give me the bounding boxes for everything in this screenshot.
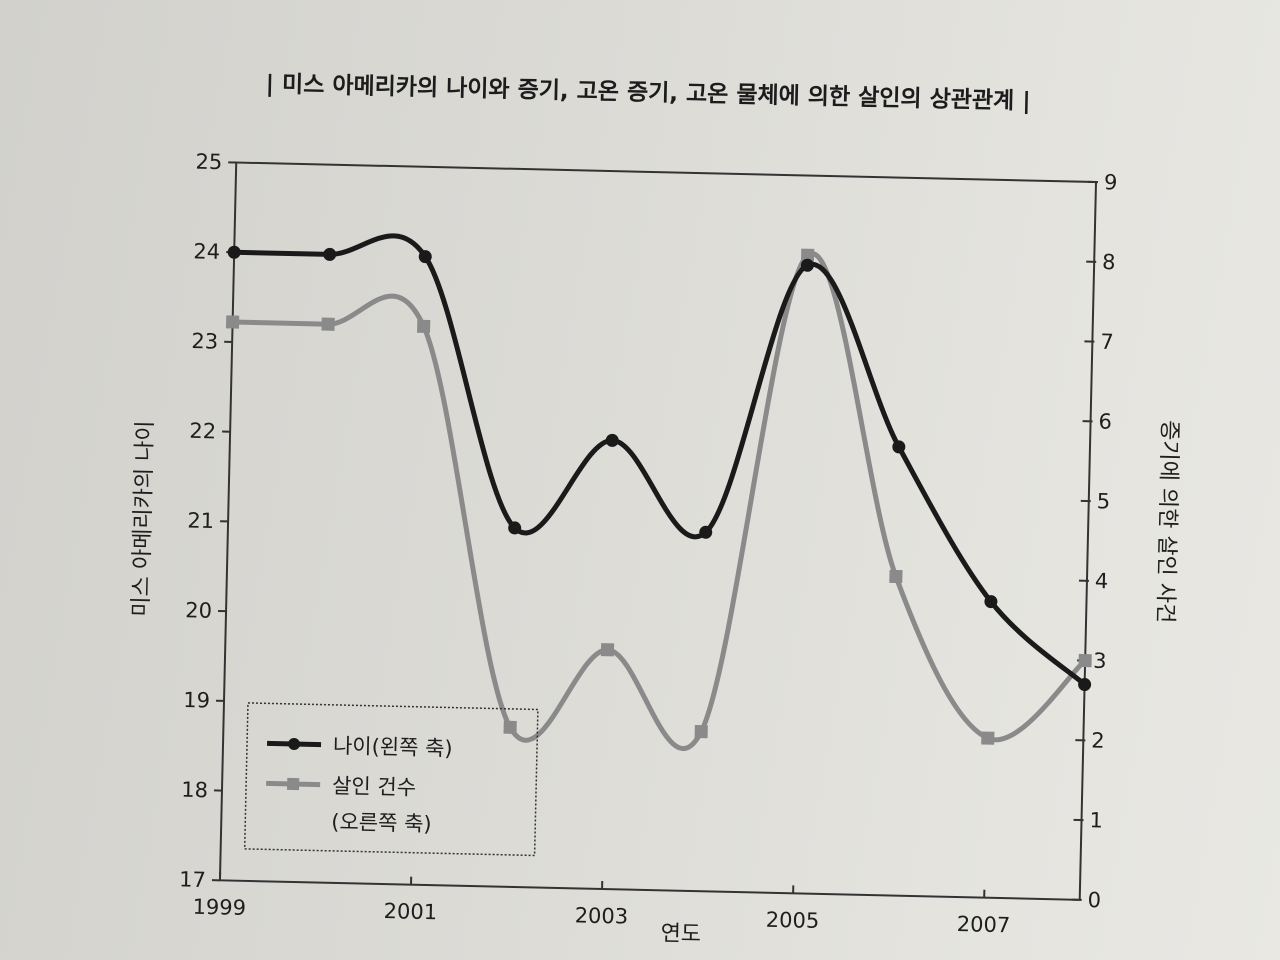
y-axis-label-left: 미스 아메리카의 나이: [129, 420, 158, 617]
data-point-murders: [889, 569, 903, 584]
data-point-murders: [981, 731, 995, 745]
y-left-tick-label: 18: [181, 778, 208, 803]
data-point-murders: [1078, 653, 1092, 668]
y-right-tick-label: 1: [1089, 808, 1103, 832]
legend-age-marker: [288, 737, 301, 750]
data-point-age: [605, 433, 619, 447]
x-axis-label: 연도: [660, 921, 701, 947]
legend-murder-label: 살인 건수: [332, 774, 416, 800]
y-left-tick-label: 25: [195, 150, 222, 175]
x-tick-label: 2005: [766, 908, 820, 933]
legend-murder-label-axis: (오른쪽 축): [331, 810, 432, 836]
y-right-tick-label: 2: [1091, 729, 1105, 753]
data-point-age: [418, 250, 432, 264]
y-right-tick-label: 3: [1093, 649, 1107, 673]
y-right-tick-label: 8: [1102, 250, 1116, 274]
data-point-age: [699, 525, 713, 539]
x-tick-label: 2001: [383, 899, 437, 924]
y-right-tick-label: 7: [1100, 330, 1114, 354]
legend-box: [243, 702, 539, 857]
data-point-age: [227, 245, 241, 259]
data-point-age: [800, 258, 814, 272]
data-point-murders: [600, 643, 615, 657]
data-point-age: [508, 521, 522, 535]
y-left-tick-label: 17: [179, 867, 206, 892]
y-right-tick-label: 6: [1098, 409, 1112, 433]
legend-murder-marker: [287, 777, 300, 791]
legend: 나이(왼쪽 축) 살인 건수 (오른쪽 축): [243, 702, 539, 857]
y-right-tick-label: 9: [1104, 170, 1118, 194]
y-left-tick-label: 23: [191, 329, 218, 354]
y-left-tick-label: 22: [189, 419, 216, 444]
legend-age-label: 나이(왼쪽 축): [333, 734, 453, 761]
y-right-tick-label: 0: [1087, 888, 1101, 912]
series-line-age: [231, 233, 1088, 687]
y-left-tick-label: 20: [185, 598, 212, 623]
data-point-murders: [225, 315, 240, 329]
y-right-tick-label: 4: [1095, 569, 1109, 593]
data-point-murders: [417, 319, 431, 334]
x-tick-label: 2007: [957, 912, 1011, 937]
y-left-tick-label: 21: [187, 509, 214, 534]
data-point-murders: [800, 248, 815, 262]
data-point-murders: [694, 725, 708, 739]
data-point-age: [984, 595, 998, 609]
y-right-tick-label: 5: [1096, 489, 1110, 513]
data-point-age: [892, 440, 906, 454]
x-tick-label: 1999: [192, 895, 246, 920]
data-point-murders: [503, 720, 517, 734]
y-axis-label-right: 증기에 의한 살인 사건: [1152, 420, 1182, 624]
data-point-murders: [321, 317, 335, 331]
data-point-age: [323, 247, 337, 261]
data-point-age: [1078, 677, 1092, 691]
y-left-tick-label: 24: [193, 239, 220, 264]
y-left-tick-label: 19: [183, 688, 210, 713]
x-tick-label: 2003: [574, 903, 628, 928]
chart-title: | 미스 아메리카의 나이와 증기, 고온 증기, 고온 물체에 의한 살인의 …: [265, 71, 1031, 114]
